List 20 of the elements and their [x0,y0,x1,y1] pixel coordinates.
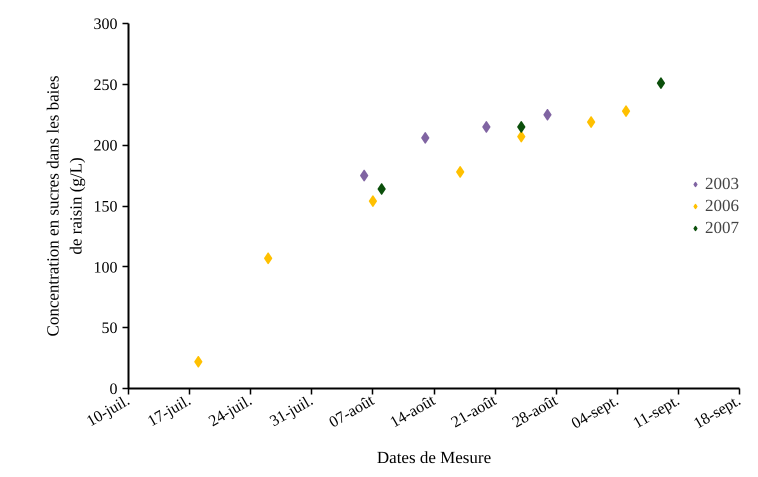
point [622,105,630,118]
point [482,120,491,133]
x-axis-title: Dates de Mesure [376,448,492,467]
y-tick-label: 150 [94,198,118,216]
y-tick-label: 200 [94,138,118,155]
point [656,77,666,90]
y-tick-label: 0 [110,381,118,398]
point [586,116,596,128]
y-tick-label: 50 [102,320,118,338]
point [377,182,386,195]
y-tick-label: 250 [94,76,118,94]
point [264,252,272,264]
y-tick-label: 300 [94,16,118,33]
y-axis-title: Concentration en sucres dans les baies de raisin (g/L) [44,75,86,337]
legend-label: 2006 [705,196,739,216]
point [543,108,552,121]
legend-label: 2003 [705,174,739,194]
legend-label: 2007 [705,218,739,238]
y-tick-label: 100 [94,259,118,276]
point [368,195,378,208]
